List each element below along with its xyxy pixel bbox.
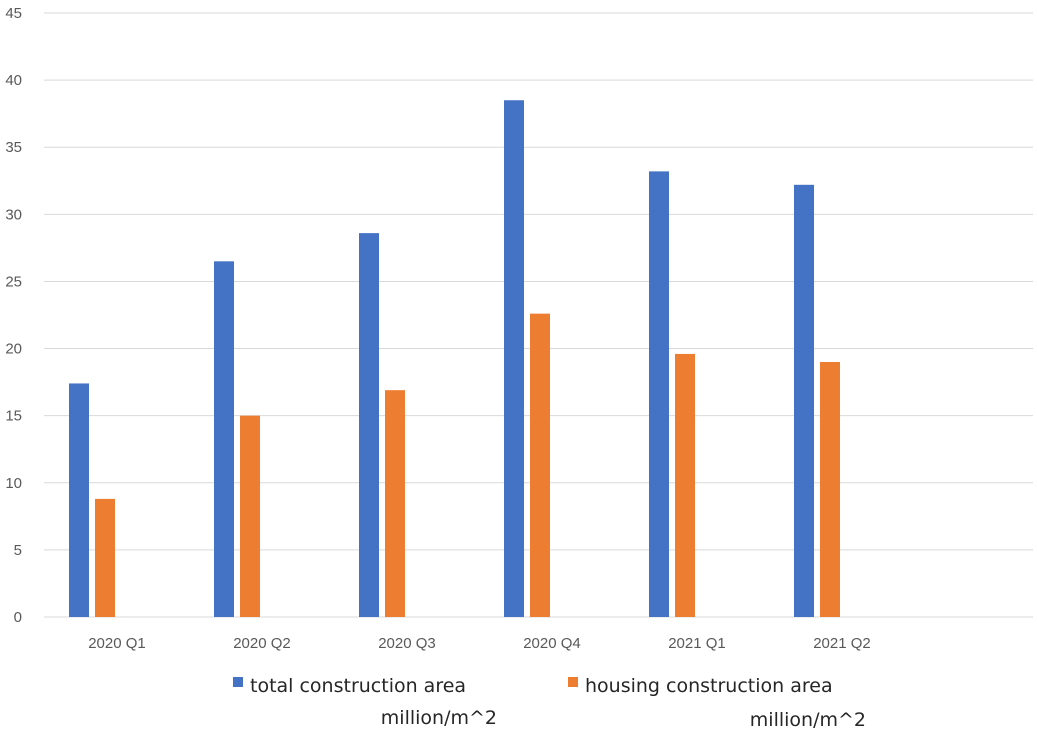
x-tick-label: 2021 Q2 (813, 635, 871, 652)
bar-series-1-2020-q2 (214, 261, 234, 617)
y-tick-label: 40 (5, 72, 22, 89)
bar-series-2-2020-q3 (385, 390, 405, 617)
y-tick-label: 15 (5, 408, 22, 425)
bar-series-2-2020-q2 (240, 415, 260, 617)
y-tick-label: 25 (5, 273, 22, 290)
x-axis-tick-labels: 2020 Q1 2020 Q2 2020 Q3 2020 Q4 2021 Q1 2021 … (88, 635, 871, 652)
x-tick-label: 2020 Q4 (523, 635, 581, 652)
bar-series-1-2020-q3 (359, 233, 379, 617)
y-tick-label: 45 (5, 5, 22, 22)
legend-label-line-1: housing construction area (585, 675, 833, 697)
x-tick-label: 2020 Q3 (378, 635, 436, 652)
legend-swatch (568, 677, 578, 687)
bar-series-1-2020-q4 (504, 100, 524, 617)
legend-item-series-2: housing construction area million/m^2 (568, 675, 866, 731)
y-tick-label: 10 (5, 475, 22, 492)
bar-series-2-2021-q1 (675, 353, 695, 617)
bar-series-1-2021-q1 (649, 171, 669, 618)
legend-label-line-2: million/m^2 (381, 707, 497, 729)
y-tick-label: 35 (5, 139, 22, 156)
x-tick-label: 2021 Q1 (668, 635, 726, 652)
y-tick-label: 5 (14, 542, 22, 559)
legend-item-series-1: total construction area million/m^2 (233, 675, 497, 729)
x-tick-label: 2020 Q2 (233, 635, 291, 652)
y-axis-tick-labels: 0 5 10 15 20 25 30 35 40 45 (5, 5, 22, 626)
bar-series-1-2021-q2 (794, 184, 814, 617)
bar-series-1-2020-q1 (69, 383, 89, 617)
legend-label-line-2: million/m^2 (750, 709, 866, 731)
y-tick-label: 0 (14, 609, 22, 626)
bar-series-2-2020-q1 (95, 498, 115, 617)
bars (69, 100, 840, 618)
y-tick-label: 30 (5, 206, 22, 223)
legend-label-line-1: total construction area (250, 675, 466, 697)
bar-series-2-2020-q4 (530, 313, 550, 617)
x-tick-label: 2020 Q1 (88, 635, 146, 652)
y-tick-label: 20 (5, 341, 22, 358)
legend: total construction areamillion/m^2housin… (233, 675, 866, 731)
legend-swatch (233, 677, 243, 687)
bar-series-2-2021-q2 (820, 361, 840, 617)
